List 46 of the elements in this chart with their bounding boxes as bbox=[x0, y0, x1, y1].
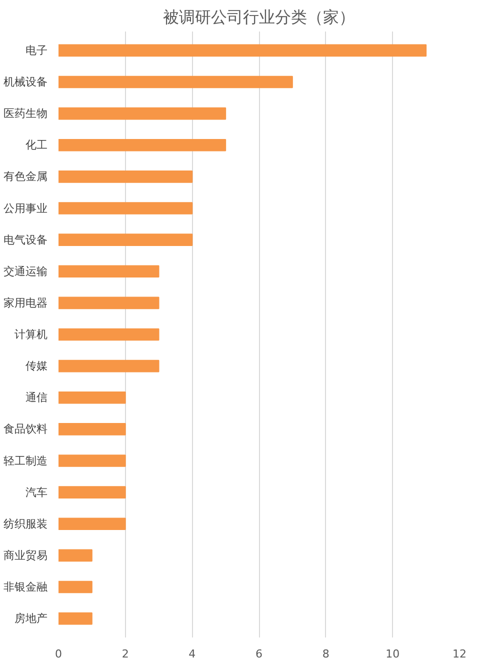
bar bbox=[58, 234, 193, 246]
bar bbox=[58, 549, 92, 562]
bar bbox=[58, 170, 193, 183]
y-tick-label: 通信 bbox=[26, 391, 48, 404]
y-tick-label: 非银金融 bbox=[4, 580, 48, 594]
bar bbox=[58, 518, 126, 530]
y-tick-label: 传媒 bbox=[26, 360, 48, 373]
y-tick-label: 房地产 bbox=[14, 612, 48, 626]
y-tick-label: 纺织服装 bbox=[4, 517, 48, 530]
x-tick-label: 6 bbox=[256, 648, 262, 660]
bar bbox=[58, 360, 160, 372]
y-tick-label: 公用事业 bbox=[4, 202, 48, 215]
bar bbox=[58, 76, 293, 88]
y-tick-label: 家用电器 bbox=[4, 296, 48, 310]
y-tick-label: 食品饮料 bbox=[4, 422, 48, 436]
x-tick-label: 12 bbox=[452, 648, 466, 660]
y-tick-label: 医药生物 bbox=[4, 107, 48, 120]
bar bbox=[58, 202, 193, 214]
bar bbox=[58, 580, 92, 594]
bar bbox=[58, 44, 427, 57]
y-tick-label: 有色金属 bbox=[4, 170, 48, 184]
bar bbox=[58, 612, 92, 625]
bar bbox=[58, 423, 126, 436]
bar bbox=[58, 454, 126, 467]
x-tick-label: 10 bbox=[386, 648, 400, 660]
x-tick-label: 4 bbox=[188, 648, 196, 660]
y-tick-label: 商业贸易 bbox=[4, 548, 48, 562]
bar bbox=[58, 107, 226, 120]
y-tick-label: 轻工制造 bbox=[4, 454, 48, 468]
x-tick-label: 8 bbox=[322, 648, 330, 660]
y-tick-label: 机械设备 bbox=[4, 76, 48, 88]
x-tick-label: 2 bbox=[122, 648, 129, 660]
bar bbox=[58, 391, 126, 404]
bar bbox=[58, 328, 160, 341]
y-tick-label: 电子 bbox=[26, 44, 48, 57]
y-tick-label: 汽车 bbox=[26, 486, 48, 499]
y-tick-label: 交通运输 bbox=[4, 264, 48, 278]
bar bbox=[58, 265, 160, 278]
y-tick-label: 电气设备 bbox=[4, 233, 48, 246]
y-tick-label: 计算机 bbox=[14, 328, 48, 341]
bar bbox=[58, 486, 126, 498]
bar bbox=[58, 138, 226, 152]
x-tick-label: 0 bbox=[55, 648, 62, 660]
bar bbox=[58, 296, 160, 310]
y-tick-label: 化工 bbox=[26, 138, 48, 152]
chart-title: 被调研公司行业分类（家） bbox=[163, 8, 355, 26]
